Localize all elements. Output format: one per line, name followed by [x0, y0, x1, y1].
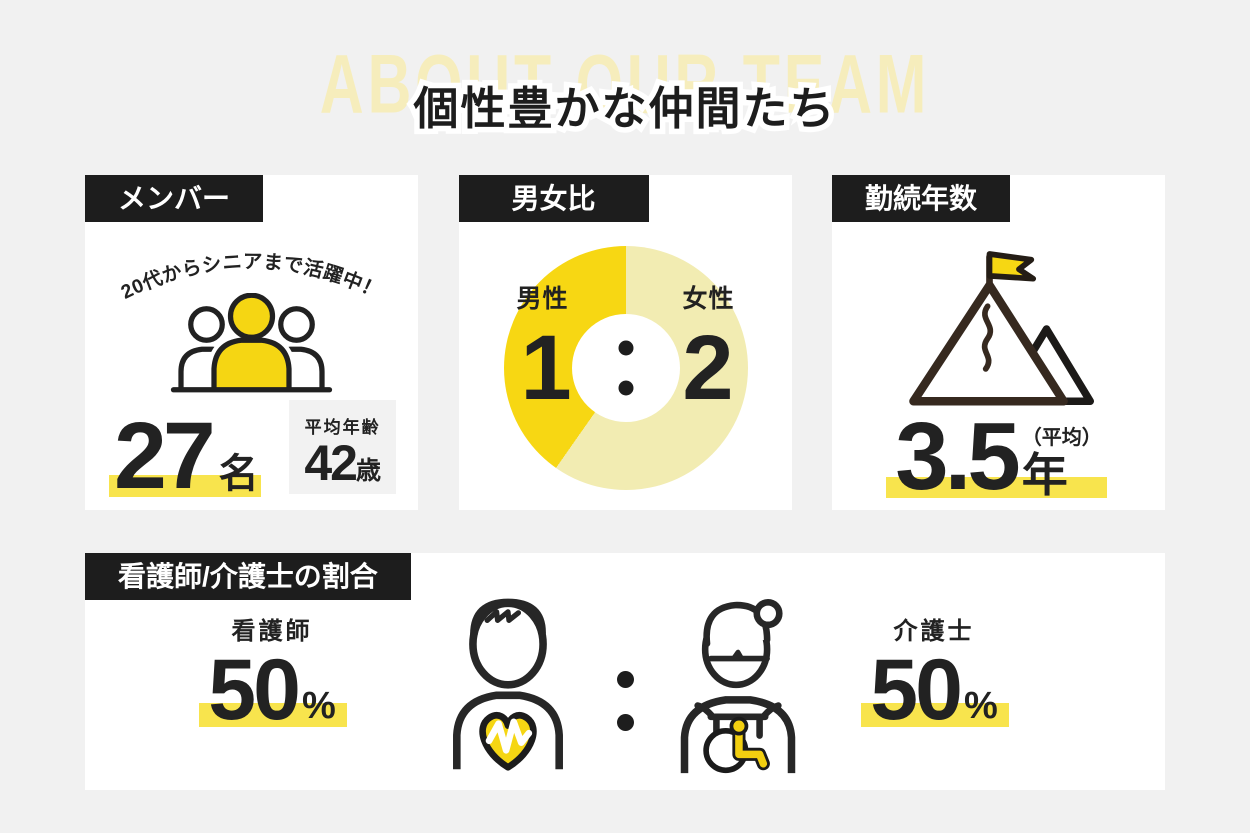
tenure-unit: 年 [1021, 448, 1068, 501]
people-group-icon [170, 293, 333, 393]
female-caregiver-wheelchair-icon [680, 599, 796, 774]
nurse-percent-unit: % [301, 684, 336, 727]
caregiver-stat: 介護士 50 % [809, 611, 1059, 738]
members-card: メンバー 20代からシニアまで活躍中！ 27 [85, 175, 418, 510]
caregiver-percent-value: 50 [870, 642, 963, 738]
nurse-label: 看護師 [231, 618, 313, 645]
caregiver-value-wrap: 50 % [861, 642, 1010, 738]
member-count-unit: 名 [218, 452, 259, 496]
tenure-badge: 勤続年数 [832, 175, 1011, 222]
ratio-badge: 看護師/介護士の割合 [85, 553, 411, 600]
page-title-outline: 個性豊かな仲間たち [408, 78, 840, 140]
gender-ratio-card: 男女比 男性 女性 1 2 [458, 175, 792, 510]
tenure-value-wrap: 3.5 （平均） 年 [886, 403, 1108, 511]
header-watermark: ABOUT OUR TEAM [319, 37, 931, 131]
nurse-stat: 看護師 50 % [147, 611, 397, 738]
female-label: 女性 [682, 285, 735, 313]
caregiver-percent-unit: % [963, 684, 998, 727]
gender-donut-chart: 男性 女性 1 2 [503, 246, 748, 490]
tenure-value: 3.5 [895, 403, 1020, 511]
nurse-caregiver-ratio-card: 看護師/介護士の割合 看護師 50 % [85, 553, 1165, 790]
male-ratio-value: 1 [520, 317, 572, 419]
average-age-box: 平均年齢 42 歳 [289, 399, 396, 494]
members-stat: 27 名 平均年齢 42 歳 [109, 399, 396, 509]
average-age-label: 平均年齢 [304, 417, 381, 437]
colon-separator-icon [617, 671, 634, 731]
nurse-value-wrap: 50 % [199, 642, 348, 738]
wheelchair-icon [703, 716, 770, 774]
mountain-flag-icon [909, 251, 1094, 406]
average-age-value-row: 42 歳 [304, 434, 381, 491]
tenure-stat: 3.5 （平均） 年 [832, 403, 1165, 511]
male-label: 男性 [516, 285, 569, 313]
page-title: 個性豊かな仲間たち 個性豊かな仲間たち [0, 72, 1250, 140]
colon-separator-icon [618, 340, 633, 396]
member-count: 27 名 [109, 403, 261, 509]
average-age-value: 42 [304, 434, 358, 491]
members-badge: メンバー [85, 175, 264, 222]
caregiver-label: 介護士 [893, 618, 975, 645]
gender-badge: 男女比 [458, 175, 649, 222]
male-nurse-heart-icon [453, 598, 563, 771]
member-count-value: 27 [114, 403, 216, 509]
female-ratio-value: 2 [682, 317, 734, 419]
tenure-average-note: （平均） [1021, 426, 1102, 449]
average-age-unit: 歳 [355, 457, 381, 485]
page-title-text: 個性豊かな仲間たち [413, 83, 837, 134]
nurse-percent-value: 50 [208, 642, 301, 738]
stats-cards-row: メンバー 20代からシニアまで活躍中！ 27 [85, 175, 1165, 510]
tenure-card: 勤続年数 3.5 （平均） 年 [832, 175, 1165, 510]
